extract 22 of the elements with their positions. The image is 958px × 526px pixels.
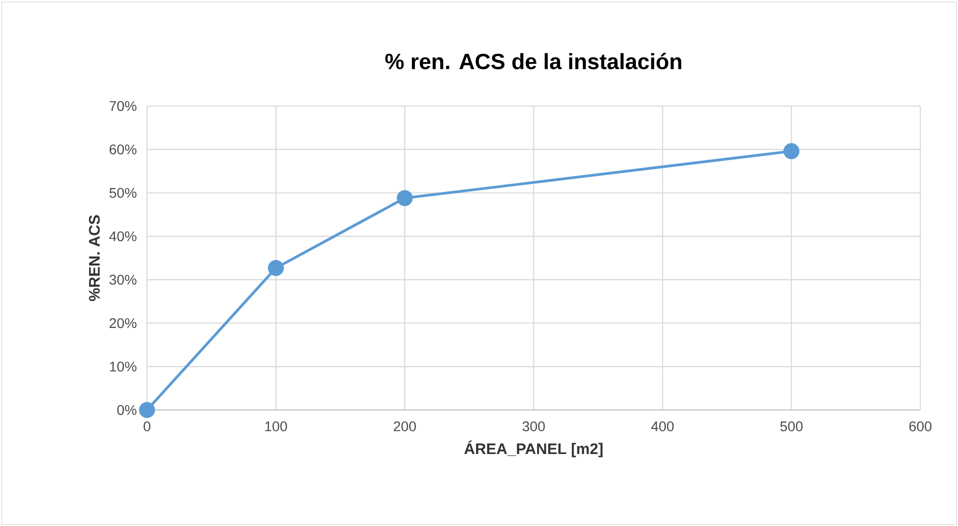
x-tick-label: 100 bbox=[265, 421, 288, 432]
x-tick-label: 500 bbox=[780, 421, 803, 432]
y-tick-label: 70% bbox=[110, 101, 136, 111]
x-tick-label: 400 bbox=[651, 421, 674, 432]
point bbox=[268, 260, 284, 276]
y-tick-label: 30% bbox=[109, 274, 136, 285]
y-axis-title: %REN. ACS bbox=[88, 215, 100, 302]
y-tick-label: 0% bbox=[117, 405, 136, 415]
x-tick-label: 200 bbox=[394, 421, 416, 432]
point bbox=[396, 190, 413, 206]
chart-title: % ren. ACS de la instalación bbox=[385, 52, 682, 70]
y-tick-label: 50% bbox=[110, 188, 136, 198]
x-tick-label: 0 bbox=[144, 421, 150, 432]
point bbox=[783, 143, 800, 160]
x-tick-label: 300 bbox=[522, 421, 545, 432]
y-tick-label: 10% bbox=[110, 362, 136, 372]
y-tick-label: 40% bbox=[109, 231, 136, 242]
y-tick-label: 60% bbox=[110, 144, 136, 154]
x-tick-label: 600 bbox=[909, 421, 932, 432]
y-tick-label: 20% bbox=[110, 318, 136, 328]
point bbox=[138, 402, 156, 418]
x-axis-title: ÁREA_PANEL [m2] bbox=[464, 440, 602, 458]
